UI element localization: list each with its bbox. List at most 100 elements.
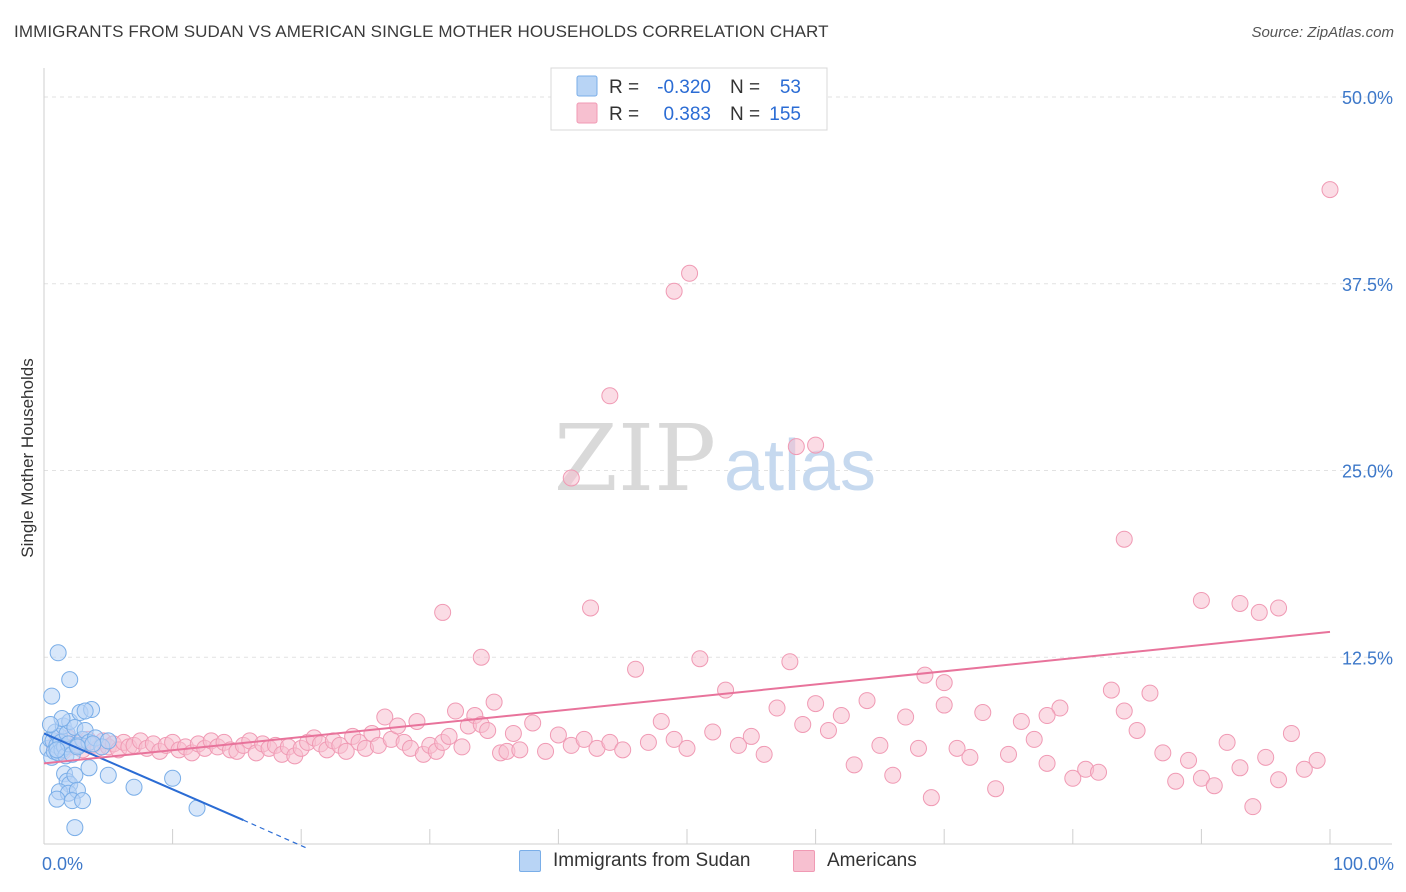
americans-point-142 bbox=[562, 469, 580, 487]
americans-point-65 bbox=[440, 727, 458, 745]
americans-point-106 bbox=[897, 708, 915, 726]
americans-point-149 bbox=[935, 674, 953, 692]
americans-points bbox=[45, 181, 1339, 816]
watermark-atlas: atlas bbox=[724, 426, 876, 506]
americans-point-139 bbox=[434, 603, 452, 621]
americans-point-156 bbox=[1321, 181, 1339, 199]
legend-n-value-americans: 155 bbox=[769, 104, 801, 125]
americans-point-109 bbox=[935, 696, 953, 714]
legend-label-americans: Americans bbox=[827, 850, 917, 871]
americans-point-126 bbox=[1154, 744, 1172, 762]
x-tick-label-1: 100.0% bbox=[1333, 854, 1394, 874]
americans-point-94 bbox=[742, 727, 760, 745]
americans-point-105 bbox=[884, 766, 902, 784]
legend-series: Immigrants from Sudan Americans bbox=[0, 850, 1406, 880]
americans-point-112 bbox=[974, 704, 992, 722]
legend-r-value-sudan: -0.320 bbox=[657, 77, 711, 98]
americans-point-137 bbox=[1295, 760, 1313, 778]
americans-point-90 bbox=[691, 650, 709, 668]
americans-point-146 bbox=[787, 438, 805, 456]
legend-swatch-sudan bbox=[576, 75, 598, 97]
americans-point-144 bbox=[665, 282, 683, 300]
tick-labels: 12.5% 25.0% 37.5% 50.0% 0.0% 100.0% bbox=[42, 88, 1394, 874]
americans-point-81 bbox=[575, 730, 593, 748]
americans-point-102 bbox=[845, 756, 863, 774]
americans-point-135 bbox=[1270, 771, 1288, 789]
americans-point-78 bbox=[537, 742, 555, 760]
legend-n-value-sudan: 53 bbox=[780, 77, 801, 98]
americans-point-108 bbox=[922, 789, 940, 807]
americans-point-114 bbox=[1000, 745, 1017, 763]
americans-point-153 bbox=[1231, 594, 1249, 612]
sudan-point-44 bbox=[74, 792, 92, 810]
americans-point-97 bbox=[781, 653, 799, 671]
americans-point-145 bbox=[681, 264, 699, 282]
sudan-point-33 bbox=[41, 715, 59, 733]
americans-point-150 bbox=[1038, 707, 1056, 725]
americans-point-86 bbox=[639, 733, 657, 751]
legend-swatch-americans bbox=[576, 102, 598, 124]
legend-r-value-americans: 0.383 bbox=[663, 104, 711, 125]
legend-r-label-sudan: R = bbox=[609, 77, 639, 98]
y-tick-label-2: 37.5% bbox=[1342, 275, 1393, 295]
americans-point-103 bbox=[858, 692, 876, 710]
sudan-trend-line bbox=[43, 732, 244, 822]
americans-point-141 bbox=[472, 648, 490, 666]
americans-point-101 bbox=[832, 707, 850, 725]
sudan-point-52 bbox=[84, 735, 102, 753]
legend-r-label-americans: R = bbox=[609, 104, 639, 125]
americans-point-113 bbox=[987, 780, 1005, 798]
legend-swatch-sudan-bottom bbox=[519, 850, 541, 872]
americans-point-87 bbox=[652, 712, 670, 730]
americans-point-77 bbox=[524, 714, 542, 732]
sudan-point-47 bbox=[164, 769, 182, 787]
americans-point-49 bbox=[337, 742, 355, 760]
americans-point-152 bbox=[1192, 591, 1210, 609]
americans-point-72 bbox=[485, 693, 503, 711]
sudan-point-26 bbox=[99, 732, 117, 750]
grid-lines bbox=[44, 96, 1392, 658]
americans-point-76 bbox=[511, 741, 529, 759]
americans-point-147 bbox=[807, 436, 825, 454]
americans-point-55 bbox=[376, 708, 394, 726]
sudan-point-42 bbox=[48, 790, 66, 808]
sudan-point-29 bbox=[61, 671, 79, 689]
americans-point-155 bbox=[1270, 599, 1288, 617]
sudan-point-46 bbox=[125, 778, 143, 796]
americans-point-88 bbox=[665, 730, 683, 748]
legend-swatch-americans-bottom bbox=[793, 850, 815, 872]
americans-point-154 bbox=[1250, 603, 1268, 621]
americans-point-129 bbox=[1192, 769, 1210, 787]
americans-point-122 bbox=[1102, 681, 1120, 699]
legend-item-sudan: Immigrants from Sudan bbox=[519, 850, 750, 872]
x-tick-label-0: 0.0% bbox=[42, 854, 83, 874]
americans-point-118 bbox=[1051, 699, 1069, 717]
americans-point-67 bbox=[453, 738, 471, 756]
sudan-point-28 bbox=[49, 644, 67, 662]
americans-point-115 bbox=[1012, 712, 1030, 730]
americans-point-117 bbox=[1038, 754, 1056, 772]
americans-point-136 bbox=[1282, 724, 1300, 742]
americans-point-91 bbox=[704, 723, 722, 741]
americans-point-111 bbox=[961, 748, 979, 766]
americans-point-151 bbox=[1115, 530, 1133, 548]
sudan-point-31 bbox=[76, 702, 94, 720]
americans-point-85 bbox=[627, 660, 645, 678]
americans-point-143 bbox=[601, 387, 619, 405]
americans-point-121 bbox=[1090, 763, 1108, 781]
americans-point-79 bbox=[549, 726, 567, 744]
americans-point-133 bbox=[1244, 798, 1262, 816]
americans-point-98 bbox=[794, 715, 812, 733]
americans-point-110 bbox=[948, 739, 966, 757]
americans-point-124 bbox=[1128, 721, 1146, 739]
americans-point-132 bbox=[1231, 759, 1249, 777]
americans-point-95 bbox=[755, 745, 773, 763]
americans-point-92 bbox=[717, 681, 735, 699]
americans-point-140 bbox=[582, 599, 600, 617]
americans-point-89 bbox=[678, 739, 696, 757]
axes bbox=[43, 68, 1392, 845]
americans-point-127 bbox=[1167, 772, 1185, 790]
legend-n-label-sudan: N = bbox=[730, 77, 760, 98]
legend-n-label-americans: N = bbox=[730, 104, 760, 125]
